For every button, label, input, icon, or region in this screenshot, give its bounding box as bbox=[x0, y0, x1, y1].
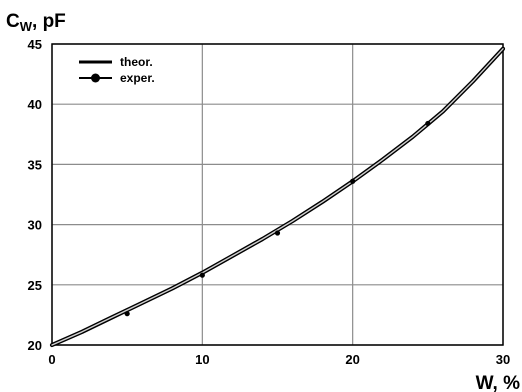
data-point-exper bbox=[425, 120, 431, 127]
series-line-theor bbox=[51, 48, 504, 346]
y-axis-title-main: C bbox=[6, 11, 20, 32]
plot-frame bbox=[51, 43, 504, 346]
grid bbox=[51, 43, 504, 346]
y-tick-label: 20 bbox=[28, 338, 42, 353]
y-tick-label: 40 bbox=[28, 97, 42, 112]
x-tick-label: 20 bbox=[345, 352, 359, 367]
legend-exper-label: exper. bbox=[120, 71, 155, 85]
legend: theor. exper. bbox=[79, 55, 155, 85]
y-axis-title: CW, pF bbox=[6, 11, 66, 34]
data-point-exper bbox=[350, 178, 356, 184]
series-line-theor-outline bbox=[49, 46, 506, 348]
y-tick-label: 35 bbox=[28, 157, 42, 172]
x-axis-title: W, % bbox=[476, 373, 520, 392]
data-point-exper bbox=[199, 272, 205, 278]
y-axis-title-sub: W bbox=[20, 19, 33, 34]
x-tick-label: 10 bbox=[195, 352, 209, 367]
data-point-exper bbox=[274, 230, 281, 236]
series-layer bbox=[49, 46, 506, 348]
data-point-exper bbox=[124, 311, 130, 317]
y-tick-label: 30 bbox=[28, 218, 42, 233]
x-tick-label: 30 bbox=[496, 352, 510, 367]
y-tick-label: 25 bbox=[28, 278, 42, 293]
tick-labels: 20 25 30 35 40 45 0 10 20 30 bbox=[28, 37, 511, 367]
legend-theor-label: theor. bbox=[120, 55, 153, 69]
y-axis-title-rest: , pF bbox=[32, 11, 66, 32]
legend-exper-marker bbox=[91, 73, 100, 83]
y-tick-label: 45 bbox=[28, 37, 42, 52]
x-tick-label: 0 bbox=[48, 352, 55, 367]
